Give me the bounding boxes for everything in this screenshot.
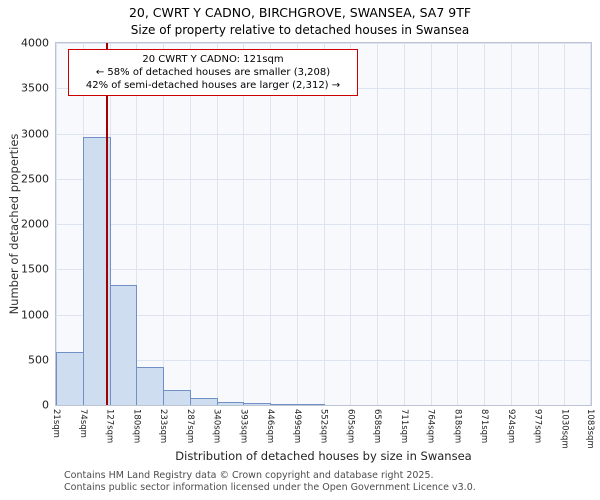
bar — [163, 389, 191, 405]
v-gridline — [403, 43, 405, 405]
bar — [82, 137, 111, 405]
y-tick-label: 3000 — [21, 127, 49, 140]
y-tick-label: 3500 — [21, 81, 49, 95]
bar — [56, 351, 84, 405]
bar — [189, 397, 218, 405]
y-tick-label: 2000 — [21, 217, 49, 231]
v-gridline — [56, 43, 57, 405]
x-tick-label: 977sqm — [532, 409, 543, 444]
y-tick-label: 1000 — [21, 308, 49, 321]
v-gridline — [296, 43, 298, 405]
x-tick-label: 393sqm — [238, 409, 249, 444]
x-tick-label: 818sqm — [452, 409, 463, 444]
x-tick-label: 499sqm — [291, 409, 302, 444]
y-tick-label: 0 — [42, 398, 49, 412]
y-tick-label: 2500 — [21, 172, 49, 186]
bar — [109, 284, 138, 405]
v-gridline — [243, 43, 245, 405]
x-axis-label: Distribution of detached houses by size … — [175, 449, 472, 463]
bars — [56, 43, 591, 405]
x-tick-label: 1030sqm — [559, 409, 570, 449]
x-ticks: 21sqm 74sqm 127sqm 180sqm 233sqm 287sqm 340sqm… — [51, 43, 595, 449]
plot-area: 20 CWRT Y CADNO: 121sqm ← 58% of detache… — [21, 37, 595, 449]
v-gridline — [136, 43, 138, 405]
footer-line-2: Contains public sector information licen… — [64, 482, 476, 493]
y-ticks: 0 500 1000 1500 2000 2500 3000 3500 4000 — [21, 37, 591, 412]
x-tick-label: 924sqm — [505, 409, 516, 444]
x-tick-label: 180sqm — [131, 409, 142, 444]
annotation-smaller-text: ← 58% of detached houses are smaller (3,… — [95, 67, 331, 78]
x-tick-label: 21sqm — [51, 409, 61, 438]
v-gridline — [270, 43, 271, 405]
x-tick-label: 127sqm — [104, 409, 115, 444]
x-tick-label: 233sqm — [158, 409, 168, 444]
v-gridline — [216, 43, 218, 405]
marker-line — [106, 43, 109, 405]
x-tick-label: 1083sqm — [585, 409, 595, 449]
v-gridline — [590, 43, 591, 405]
v-gridline — [457, 43, 459, 405]
x-tick-label: 605sqm — [345, 409, 356, 444]
x-tick-label: 764sqm — [425, 409, 436, 444]
x-tick-label: 658sqm — [372, 409, 382, 444]
v-gridline — [163, 43, 164, 405]
v-gridline — [323, 43, 325, 405]
annotation-box: 20 CWRT Y CADNO: 121sqm ← 58% of detache… — [68, 49, 358, 96]
x-tick-label: 287sqm — [184, 409, 195, 444]
x-tick-label: 711sqm — [398, 409, 409, 444]
v-gridline — [430, 43, 432, 405]
v-gridline — [377, 43, 378, 405]
y-axis-label: Number of detached properties — [7, 133, 21, 315]
chart-subtitle: Size of property relative to detached ho… — [130, 23, 470, 37]
v-gridline — [350, 43, 352, 405]
bar — [136, 367, 164, 405]
y-tick-label: 1500 — [21, 262, 49, 276]
y-tick-label: 4000 — [21, 36, 49, 50]
v-gridline — [484, 43, 485, 405]
annotation-larger-text: 42% of semi-detached houses are larger (… — [85, 80, 341, 91]
v-gridline — [564, 43, 566, 405]
bar — [296, 404, 325, 405]
x-tick-label: 74sqm — [77, 409, 88, 438]
footer-line-1: Contains HM Land Registry data © Crown c… — [64, 470, 434, 481]
x-tick-label: 871sqm — [479, 409, 489, 444]
y-tick-label: 500 — [28, 353, 49, 367]
chart-title: 20, CWRT Y CADNO, BIRCHGROVE, SWANSEA, S… — [128, 5, 472, 20]
v-gridline — [189, 43, 191, 405]
x-tick-label: 446sqm — [265, 409, 275, 444]
v-gridline — [537, 43, 539, 405]
x-tick-label: 552sqm — [318, 409, 329, 444]
x-tick-label: 340sqm — [211, 409, 222, 444]
v-gridline — [510, 43, 512, 405]
annotation-title: 20 CWRT Y CADNO: 121sqm — [142, 54, 284, 65]
